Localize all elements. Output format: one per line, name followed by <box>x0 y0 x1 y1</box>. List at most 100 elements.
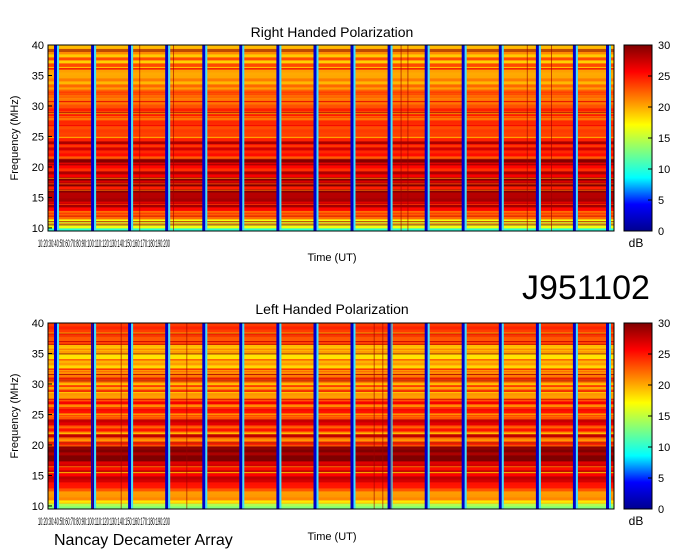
frequency-band <box>48 485 614 489</box>
data-gap-edge <box>57 45 59 231</box>
data-gap-edge <box>168 45 171 231</box>
data-gap <box>276 45 280 231</box>
frequency-band <box>48 159 614 163</box>
frequency-band <box>48 213 614 217</box>
interference-line <box>382 323 384 509</box>
data-gap <box>313 45 317 231</box>
band-texture <box>48 68 614 70</box>
frequency-band <box>48 374 614 378</box>
left-y-axis: 10 15 20 25 30 35 40 <box>32 318 52 513</box>
frequency-band <box>48 461 614 465</box>
data-gap-edge <box>131 323 134 509</box>
data-gap <box>572 323 576 509</box>
frequency-band <box>48 195 614 199</box>
frequency-band <box>48 356 614 360</box>
data-gap <box>128 323 132 509</box>
colorbar-tick-label: 5 <box>658 195 664 207</box>
frequency-band <box>48 207 614 211</box>
data-gap <box>54 45 57 231</box>
band-texture <box>48 340 614 342</box>
band-texture <box>48 415 614 417</box>
data-gap-edge <box>242 45 245 231</box>
data-gap-edge <box>575 45 578 231</box>
dataset-id: J951102 <box>522 269 650 307</box>
frequency-band <box>48 506 614 510</box>
right-colorbar: 0 5 10 15 20 25 30 <box>623 40 670 238</box>
frequency-band <box>48 335 614 339</box>
frequency-band <box>48 114 614 118</box>
data-gap-edge <box>427 45 430 231</box>
band-texture <box>48 68 614 70</box>
data-gap <box>572 45 576 231</box>
band-texture <box>48 48 614 50</box>
frequency-band <box>48 479 614 483</box>
data-gap-edge <box>57 323 59 509</box>
colorbar-gradient <box>623 44 653 232</box>
frequency-band <box>48 365 614 369</box>
frequency-band <box>48 497 614 501</box>
right-spectrogram-image <box>48 45 614 232</box>
frequency-band <box>48 63 614 67</box>
frequency-band <box>48 72 614 76</box>
right-colorbar-unit: dB <box>629 236 644 250</box>
frequency-band <box>48 129 614 133</box>
band-texture <box>48 378 614 380</box>
frequency-band <box>48 45 614 49</box>
data-gap <box>498 45 502 231</box>
data-gap-edge <box>427 323 430 509</box>
data-gap <box>350 45 354 231</box>
left-plot-frame <box>47 322 615 510</box>
data-gap <box>461 323 465 509</box>
colorbar-tick-label: 30 <box>658 318 670 330</box>
right-y-axis: 10 15 20 25 30 35 40 <box>32 40 52 235</box>
frequency-band <box>48 491 614 495</box>
data-gap <box>165 45 169 231</box>
frequency-band <box>48 404 614 408</box>
band-texture <box>48 392 614 394</box>
data-gap-edge <box>464 45 467 231</box>
frequency-band <box>48 416 614 420</box>
frequency-band <box>48 69 614 73</box>
band-texture <box>48 136 614 138</box>
data-gap <box>606 323 609 509</box>
left-panel-title: Left Handed Polarization <box>255 301 408 317</box>
band-texture <box>48 381 614 383</box>
data-gap-edge <box>279 45 282 231</box>
band-texture <box>48 448 614 450</box>
band-texture <box>48 471 614 473</box>
data-gap-edge <box>538 323 541 509</box>
frequency-band <box>48 150 614 154</box>
data-gap <box>461 45 465 231</box>
right-x-tick-labels: 10:20:30:40:50:60:70:80:90:100:110:120:1… <box>38 238 170 250</box>
band-texture <box>48 200 614 202</box>
colorbar-tick-label: 5 <box>658 473 664 485</box>
band-texture <box>48 90 614 92</box>
y-tick-label: 15 <box>32 471 44 483</box>
right-y-axis-label: Frequency (MHz) <box>9 96 21 181</box>
y-tick-label: 40 <box>32 318 44 330</box>
band-texture <box>48 466 614 468</box>
band-texture <box>48 124 614 126</box>
band-texture <box>48 385 614 387</box>
frequency-band <box>48 135 614 139</box>
frequency-band <box>48 494 614 498</box>
frequency-band <box>48 78 614 82</box>
left-polarization-panel: Left Handed Polarization 10152025303540 … <box>9 301 670 543</box>
frequency-band <box>48 476 614 480</box>
band-texture <box>48 373 614 375</box>
data-gap <box>239 323 243 509</box>
frequency-band <box>48 464 614 468</box>
data-gap <box>54 323 57 509</box>
band-texture <box>48 443 614 445</box>
band-texture <box>48 385 614 387</box>
data-gap-edge <box>94 45 97 231</box>
colorbar-tick-label: 20 <box>658 102 670 114</box>
interference-line <box>400 45 402 231</box>
band-texture <box>48 112 614 114</box>
band-texture <box>48 93 614 95</box>
frequency-band <box>48 51 614 55</box>
data-gap <box>202 323 206 509</box>
data-gap <box>535 323 539 509</box>
band-texture <box>48 100 614 102</box>
interference-line <box>551 45 552 231</box>
